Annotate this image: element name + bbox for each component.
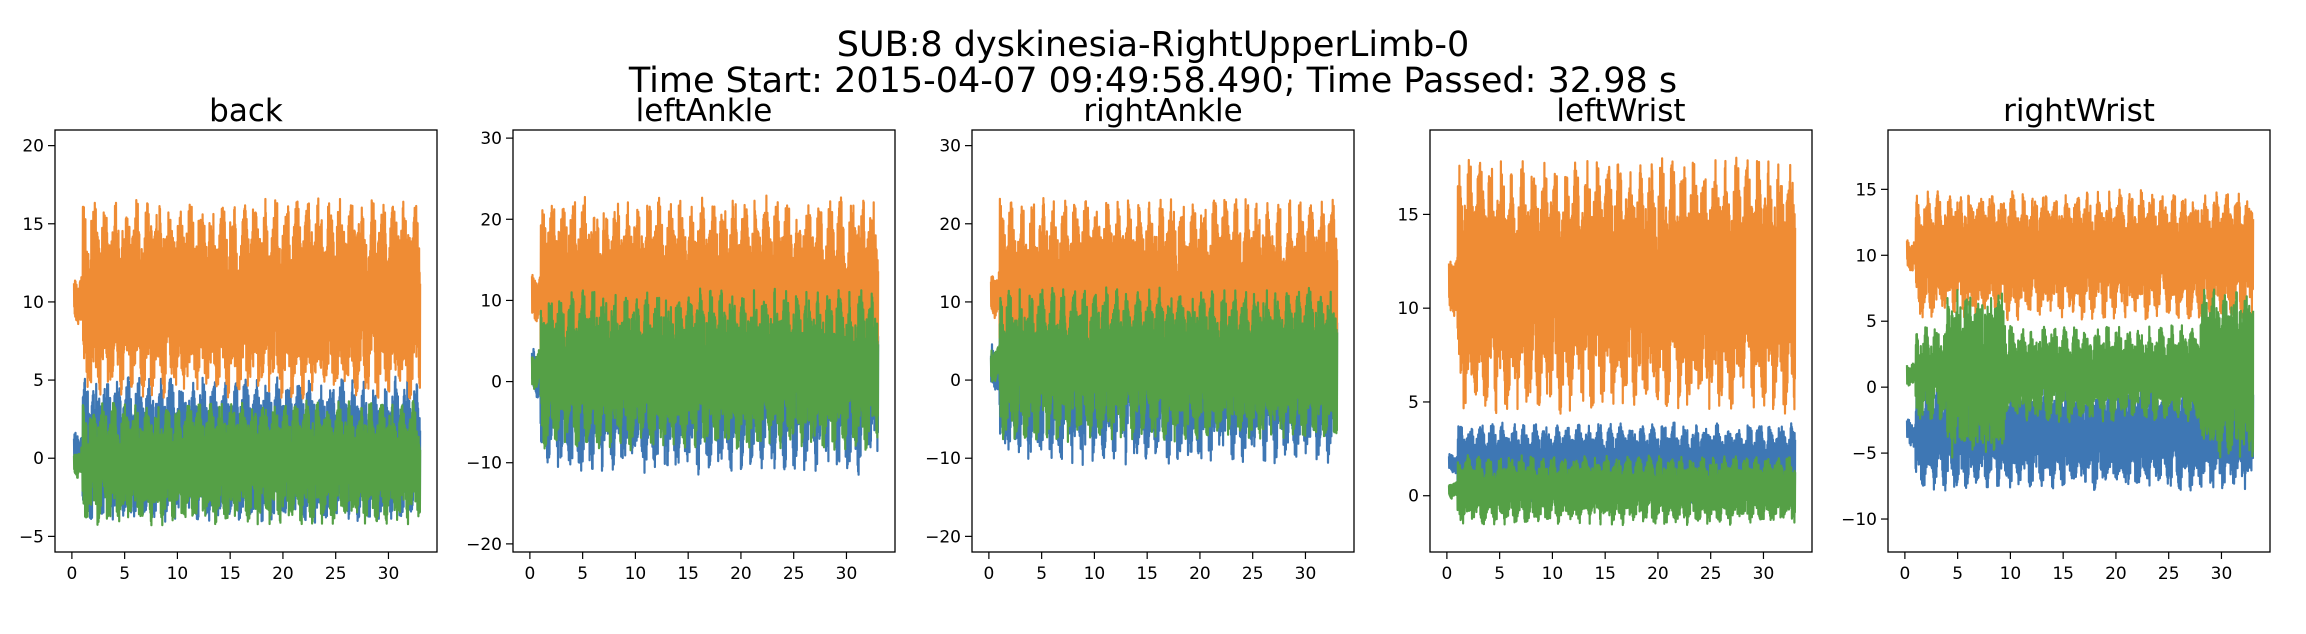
axes-frame [512,129,896,553]
y-tick-label: 15 [22,215,44,235]
plot-area [1447,156,1797,527]
y-tick-label: 5 [1866,312,1877,332]
x-tick-label: 15 [1136,564,1158,584]
figure-title-line2: Time Start: 2015-04-07 09:49:58.490; Tim… [628,61,1678,101]
subplot-title: rightAnkle [1083,93,1242,129]
x-tick-label: 30 [1753,564,1775,584]
y-tick-label: 30 [939,137,961,157]
subplot-rightAnkle: 0 5 10 15 20 25 30 −20 −10 0 10 20 30 rightAnkle [925,93,1355,584]
y-tick-label: −10 [925,449,961,469]
y-tick-label: −10 [1841,510,1877,530]
axes-frame [971,129,1355,553]
series-line-2 [1905,188,2255,322]
y-tick-label: −5 [19,527,44,547]
y-tick-label: −10 [466,454,502,474]
series-line-3 [72,399,422,527]
x-tick-label: 0 [66,564,77,584]
x-tick-label: 25 [2158,564,2180,584]
x-tick-label: 20 [730,564,752,584]
y-tick-label: 10 [22,293,44,313]
y-tick-label: 0 [1866,378,1877,398]
x-tick-label: 10 [625,564,647,584]
y-tick-label: −5 [1852,444,1877,464]
x-tick-label: 30 [836,564,858,584]
x-tick-label: 10 [2000,564,2022,584]
subplot-back: 0 5 10 15 20 25 30 −5 0 5 10 15 20 back [19,93,438,584]
subplot-title: rightWrist [2003,93,2155,129]
y-tick-label: 5 [33,371,44,391]
x-tick-label: 10 [167,564,189,584]
x-tick-label: 5 [577,564,588,584]
x-tick-label: 0 [1441,564,1452,584]
x-tick-label: 20 [272,564,294,584]
axes-frame [54,129,438,553]
y-tick-label: 20 [939,215,961,235]
plot-area [1905,188,2255,492]
x-tick-label: 30 [2211,564,2233,584]
x-tick-label: 15 [219,564,241,584]
x-tick-label: 25 [783,564,805,584]
series-line-2 [72,197,422,400]
x-tick-label: 10 [1542,564,1564,584]
x-tick-label: 5 [1036,564,1047,584]
plot-area [72,197,422,527]
x-tick-label: 30 [1295,564,1317,584]
axes-frame [1429,129,1813,553]
series-line-3 [1447,454,1797,527]
y-tick-label: 0 [950,371,961,391]
x-tick-label: 5 [1494,564,1505,584]
x-tick-label: 20 [1189,564,1211,584]
y-tick-label: 20 [22,137,44,157]
axes-frame [1887,129,2271,553]
y-tick-label: 10 [939,293,961,313]
y-tick-label: 0 [33,449,44,469]
plot-area [530,194,880,476]
y-tick-label: −20 [466,535,502,555]
x-tick-label: 25 [1242,564,1264,584]
x-tick-label: 0 [1899,564,1910,584]
x-tick-label: 20 [2105,564,2127,584]
y-tick-label: 10 [480,291,502,311]
x-tick-label: 15 [2052,564,2074,584]
subplot-title: leftWrist [1556,93,1685,129]
figure-title-line1: SUB:8 dyskinesia-RightUpperLimb-0 [836,25,1470,65]
y-tick-label: 0 [1408,487,1419,507]
y-tick-label: 0 [491,373,502,393]
subplot-leftAnkle: 0 5 10 15 20 25 30 −20 −10 0 10 20 30 leftAnkle [466,93,896,584]
subplot-title: leftAnkle [636,93,773,129]
x-tick-label: 15 [1594,564,1616,584]
y-tick-label: 30 [480,129,502,149]
x-tick-label: 15 [677,564,699,584]
y-tick-label: 15 [1855,180,1877,200]
series-line-3 [530,287,880,452]
subplot-title: back [209,93,283,129]
x-tick-label: 5 [1952,564,1963,584]
plot-area [989,197,1339,466]
x-tick-label: 25 [1700,564,1722,584]
y-tick-label: 5 [1408,393,1419,413]
series-line-3 [1905,288,2255,459]
y-tick-label: −20 [925,527,961,547]
y-tick-label: 10 [1397,299,1419,319]
x-tick-label: 10 [1084,564,1106,584]
x-tick-label: 5 [119,564,130,584]
x-tick-label: 20 [1647,564,1669,584]
x-tick-label: 25 [325,564,347,584]
x-tick-label: 0 [524,564,535,584]
y-tick-label: 10 [1855,246,1877,266]
subplot-rightWrist: 0 5 10 15 20 25 30 −10 −5 0 5 10 15 rightWrist [1841,93,2271,584]
series-line-3 [989,286,1339,443]
series-line-2 [1447,156,1797,415]
y-tick-label: 20 [480,210,502,230]
x-tick-label: 0 [983,564,994,584]
subplot-leftWrist: 0 5 10 15 20 25 30 0 5 10 15 leftWrist [1397,93,1813,584]
y-tick-label: 15 [1397,205,1419,225]
x-tick-label: 30 [378,564,400,584]
